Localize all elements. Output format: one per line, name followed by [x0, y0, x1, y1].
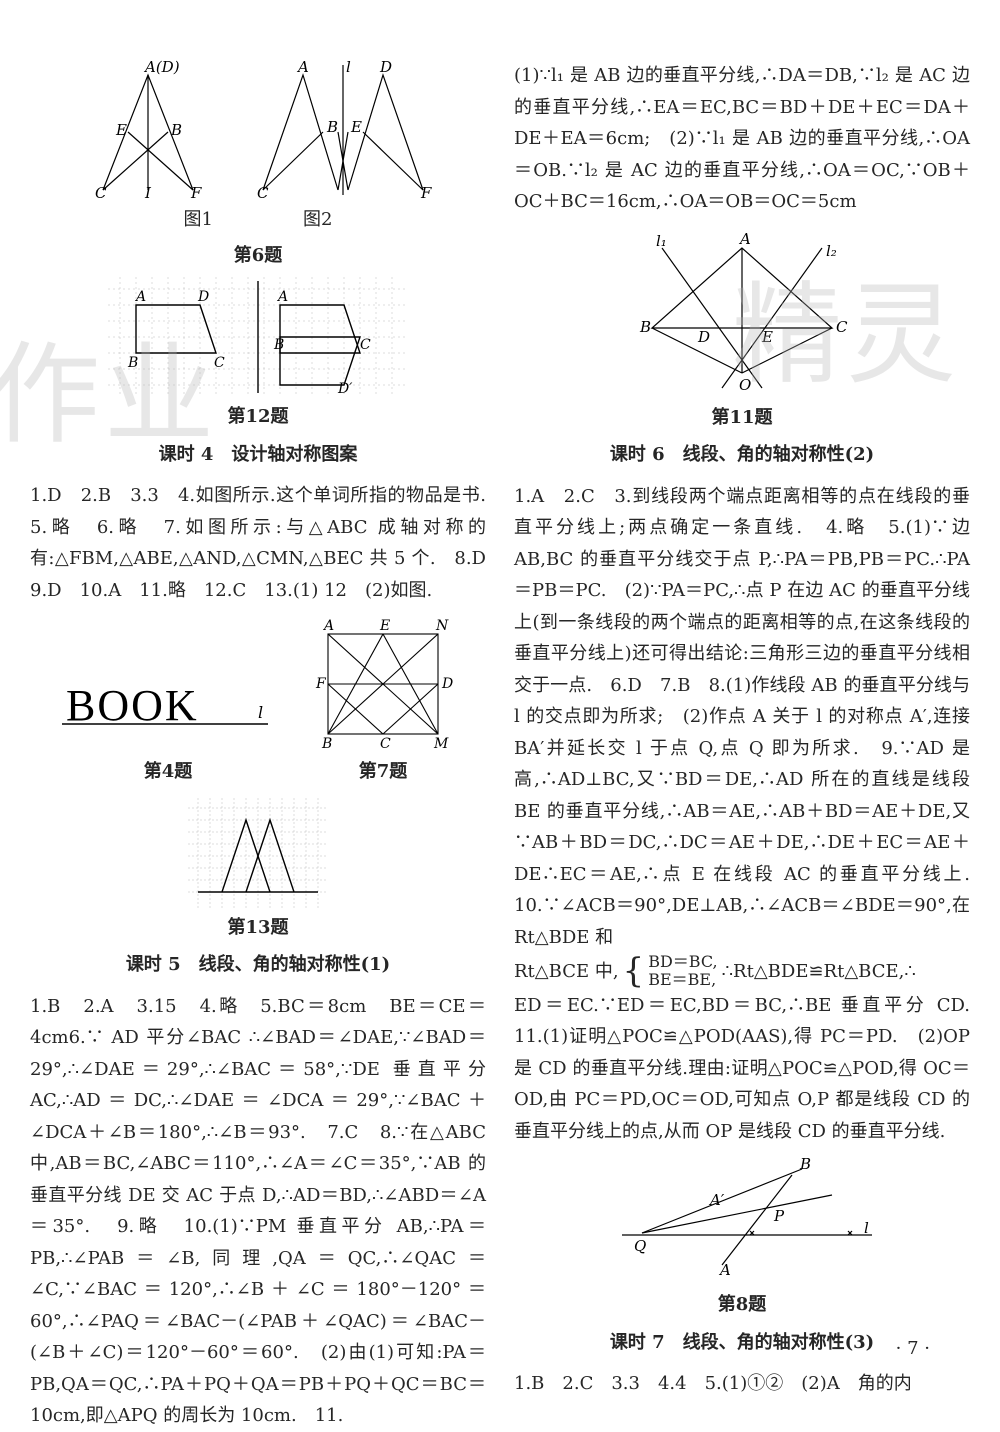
fig12-A: A	[134, 289, 146, 305]
fig8-label: 第8题	[514, 1289, 970, 1321]
fig7-F: F	[315, 676, 327, 692]
fig11-l2: l₂	[826, 242, 837, 260]
fig4-word: BOOK	[66, 681, 199, 730]
sec6-body-c: ∴Rt△BDE≌Rt△BCE,∴	[722, 956, 916, 988]
fig6-B-label: B	[170, 121, 182, 139]
fig11-C: C	[836, 318, 848, 336]
fig6-A2-label: A	[296, 60, 309, 76]
figure-6-sublabels: 图1 图2	[30, 204, 486, 236]
fig7-C: C	[380, 736, 391, 752]
figure-4: BOOK l 第4题	[58, 674, 278, 794]
figure-6-left: A(D) E B C I F	[73, 60, 223, 200]
fig7-A: A	[322, 618, 334, 634]
fig12-label: 第12题	[30, 401, 486, 433]
fig4-7-row: BOOK l 第4题	[30, 614, 486, 794]
section-5-title: 课时 5 线段、角的轴对称性(1)	[30, 949, 486, 981]
fig12-A2: A	[276, 289, 288, 305]
figure-11-row: l₁ A l₂ B D E C O	[514, 228, 970, 398]
fig8-l: l	[864, 1219, 869, 1237]
fig6-sub2: 图2	[303, 204, 332, 236]
fig6-D2-label: D	[379, 60, 392, 76]
fig11-O: O	[739, 376, 751, 394]
fig12-D: D	[197, 289, 209, 305]
figure-13	[188, 798, 328, 908]
fig11-D: D	[697, 328, 710, 346]
section-4-title: 课时 4 设计轴对称图案	[30, 439, 486, 471]
fig8-A: A	[718, 1261, 731, 1279]
section-4-body: 1.D 2.B 3.3 4.如图所示.这个单词所指的物品是书. 5.略 6.略 …	[30, 480, 486, 606]
fig6-F2-label: F	[420, 184, 432, 200]
fig7-D: D	[441, 676, 453, 692]
fig12-Dp: D′	[337, 381, 353, 397]
figure-13-row	[30, 798, 486, 908]
fig6-E-label: E	[115, 121, 127, 139]
fig7-B: B	[321, 736, 332, 752]
fig6-E2-label: E	[350, 118, 362, 136]
figure-7: A E N F D B C M 第7题	[308, 614, 458, 794]
right-top-body: (1)∵l₁ 是 AB 边的垂直平分线,∴DA＝DB,∵l₂ 是 AC 边的垂直…	[514, 60, 970, 218]
fig6-label: 第6题	[30, 240, 486, 272]
sec6-body-b: Rt△BCE 中,	[514, 956, 619, 988]
brace-line: Rt△BCE 中, { BD＝BC, BE＝BE, ∴Rt△BDE≌Rt△BCE…	[514, 953, 970, 990]
brace-top: BD＝BC,	[648, 953, 717, 971]
fig12-C: C	[214, 355, 225, 371]
right-column: (1)∵l₁ 是 AB 边的垂直平分线,∴DA＝DB,∵l₂ 是 AC 边的垂直…	[514, 60, 970, 1432]
figure-6-right: A l D B E C F	[243, 60, 443, 200]
fig12-B2: B	[273, 337, 284, 353]
fig12-B: B	[127, 355, 138, 371]
fig6-I-label: I	[144, 184, 152, 200]
fig6-F-label: F	[190, 184, 202, 200]
page-number: · 7 ·	[896, 1333, 930, 1365]
figure-8-row: B A′ P Q A l	[514, 1155, 970, 1285]
fig6-C-label: C	[95, 184, 107, 200]
fig4-label: 第4题	[58, 756, 278, 788]
fig8-B: B	[799, 1155, 811, 1173]
fig6-l-label: l	[346, 60, 351, 76]
brace-icon: {	[623, 958, 645, 985]
fig12-C2: C	[360, 337, 371, 353]
fig6-C2-label: C	[257, 184, 269, 200]
section-6-title: 课时 6 线段、角的轴对称性(2)	[514, 439, 970, 471]
fig7-M: M	[433, 736, 449, 752]
section-6-body-a: 1.A 2.C 3.到线段两个端点距离相等的点在线段的垂直平分线上;两点确定一条…	[514, 481, 970, 954]
left-column: A(D) E B C I F A l D	[30, 60, 486, 1432]
fig8-Ap: A′	[708, 1191, 725, 1209]
figure-12: A D B C A B C D′	[108, 277, 408, 397]
fig11-B: B	[639, 318, 651, 336]
fig13-label: 第13题	[30, 912, 486, 944]
figure-11: l₁ A l₂ B D E C O	[592, 228, 892, 398]
fig11-l1: l₁	[656, 232, 667, 250]
section-5-body: 1.B 2.A 3.15 4.略 5.BC＝8cm BE＝CE＝4cm6.∵ A…	[30, 991, 486, 1432]
figure-6-row: A(D) E B C I F A l D	[30, 60, 486, 200]
fig11-A: A	[738, 230, 751, 248]
figure-12-row: A D B C A B C D′	[30, 277, 486, 397]
page-columns: A(D) E B C I F A l D	[30, 60, 970, 1432]
fig6-B2-label: B	[326, 118, 338, 136]
fig11-label: 第11题	[514, 402, 970, 434]
section-7-body: 1.B 2.C 3.3 4.4 5.(1)①② (2)A 角的内	[514, 1368, 970, 1400]
fig4-l: l	[258, 703, 263, 722]
fig8-Q: Q	[634, 1237, 646, 1255]
section-6-body-d: ED＝EC.∵ED＝EC,BD＝BC,∴BE 垂直平分 CD. 11.(1)证明…	[514, 990, 970, 1148]
fig6-sub1: 图1	[184, 204, 213, 236]
fig7-E: E	[379, 618, 390, 634]
fig6-AD-label: A(D)	[143, 60, 180, 76]
figure-8: B A′ P Q A l	[602, 1155, 882, 1285]
fig7-label: 第7题	[308, 756, 458, 788]
fig11-E: E	[761, 328, 773, 346]
fig8-P: P	[773, 1207, 785, 1225]
brace-bot: BE＝BE,	[648, 971, 717, 989]
fig7-N: N	[435, 618, 449, 634]
